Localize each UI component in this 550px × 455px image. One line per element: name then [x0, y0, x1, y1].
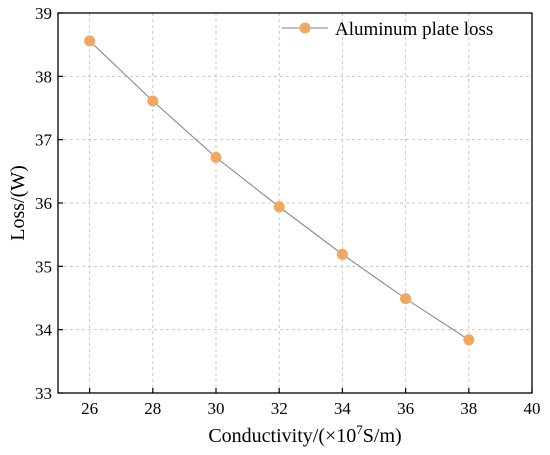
y-axis-title: Loss/(W)	[7, 165, 29, 241]
data-point	[147, 95, 159, 107]
grid-lines	[58, 13, 532, 393]
data-point	[84, 35, 96, 47]
y-tick-label: 38	[35, 67, 52, 86]
x-tick-labels: 26 28 30 32 34 36 38 40	[81, 399, 540, 418]
x-axis-title: Conductivity/(×107S/m)	[208, 422, 401, 447]
y-tick-labels: 33 34 35 36 37 38 39	[35, 4, 53, 403]
data-point	[273, 201, 285, 213]
y-tick-label: 36	[35, 194, 52, 213]
axis-ticks	[58, 12, 533, 394]
x-axis-title-sup: 7	[356, 422, 363, 437]
x-tick-label: 34	[334, 399, 352, 418]
x-tick-label: 36	[397, 399, 414, 418]
x-tick-label: 26	[81, 399, 98, 418]
x-tick-label: 38	[460, 399, 477, 418]
y-tick-label: 35	[35, 257, 52, 276]
y-tick-label: 37	[35, 131, 53, 150]
data-point	[210, 151, 222, 163]
x-tick-label: 28	[144, 399, 161, 418]
x-tick-label: 32	[271, 399, 288, 418]
y-tick-label: 33	[35, 384, 52, 403]
data-point	[336, 248, 348, 260]
legend: Aluminum plate loss	[282, 19, 493, 40]
y-tick-label: 34	[35, 321, 53, 340]
x-tick-label: 40	[524, 399, 541, 418]
legend-marker	[299, 22, 311, 34]
series-layer	[84, 35, 475, 346]
data-point	[400, 293, 412, 305]
x-axis-title-tail: S/m)	[363, 425, 402, 447]
x-tick-label: 30	[208, 399, 225, 418]
data-point	[463, 334, 475, 346]
x-axis-title-main: Conductivity/(×10	[208, 425, 356, 447]
y-tick-label: 39	[35, 4, 52, 23]
legend-label: Aluminum plate loss	[335, 19, 493, 40]
